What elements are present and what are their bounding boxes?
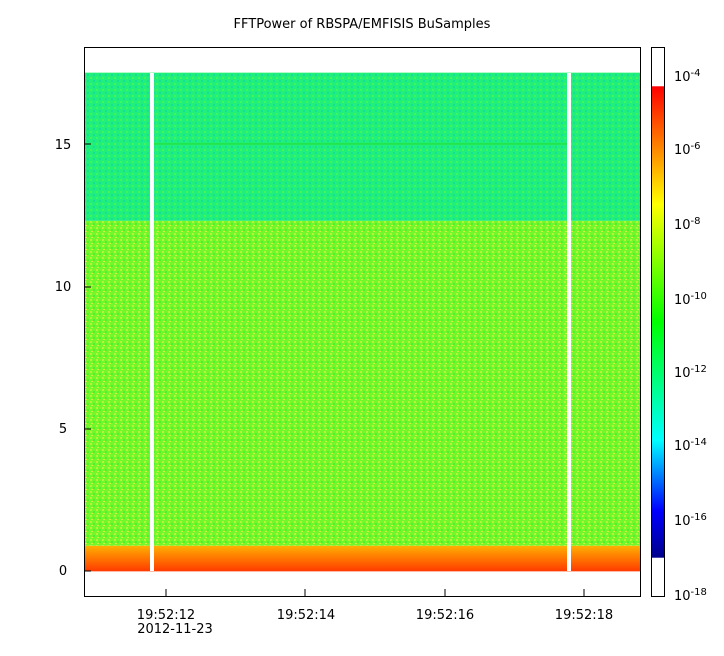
y-tick-label-15: 15 xyxy=(55,138,72,153)
x-tick-label-2: 19:52:14 xyxy=(277,608,335,623)
spectrogram-band-2 xyxy=(85,220,640,546)
spectrogram-band-3 xyxy=(85,72,640,221)
data-gap-2 xyxy=(567,73,571,571)
cbar-tick--16: 10-16 xyxy=(674,512,707,529)
cbar-tick--10: 10-10 xyxy=(674,291,707,308)
cbar-tick--12: 10-12 xyxy=(674,364,707,381)
spectrogram-band-1 xyxy=(85,545,640,572)
x-tick-label-4: 19:52:18 xyxy=(555,608,613,623)
x-date-label: 2012-11-23 xyxy=(137,622,213,637)
cbar-tick--6: 10-6 xyxy=(674,141,701,158)
y-tick-label-10: 10 xyxy=(55,280,72,295)
y-tick-label-0: 0 xyxy=(59,564,67,579)
x-tick-label-3: 19:52:16 xyxy=(416,608,474,623)
spectrogram-bands xyxy=(85,72,640,572)
y-axis-ticks xyxy=(84,143,91,572)
cbar-tick--4: 10-4 xyxy=(674,68,701,85)
x-axis-ticks xyxy=(165,589,585,597)
x-tick-label-1: 19:52:12 xyxy=(137,608,195,623)
data-gap-1 xyxy=(150,73,154,571)
y-tick-label-5: 5 xyxy=(59,422,67,437)
cbar-tick--18: 10-18 xyxy=(674,587,707,604)
spectrogram-plot xyxy=(84,47,641,597)
cbar-tick--8: 10-8 xyxy=(674,216,701,233)
colorbar xyxy=(651,47,665,597)
cbar-tick--14: 10-14 xyxy=(674,437,707,454)
chart-title: FFTPower of RBSPA/EMFISIS BuSamples xyxy=(233,17,491,32)
